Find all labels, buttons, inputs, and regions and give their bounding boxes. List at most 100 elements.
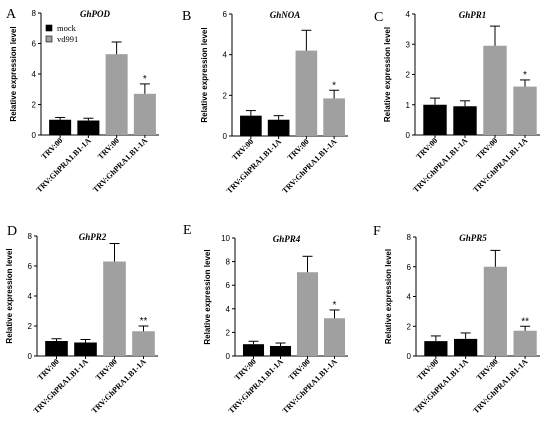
y-axis-label: Relative expression level: [203, 249, 212, 344]
panel-b: B GhNOA Relative expression level 0 2 4 6 TRV:0…: [182, 9, 348, 195]
category-label: TRV:GhPRA1.B1-1A: [411, 136, 469, 194]
significance-mark: **: [140, 316, 148, 327]
y-tick-label: 6: [28, 262, 33, 271]
y-tick-label: 4: [407, 293, 412, 302]
y-axis-label: Relative expression level: [383, 27, 392, 122]
panel-c: C GhPR1 Relative expression level 0 1 2 3 4 TRV:…: [374, 10, 540, 194]
y-tick-label: 8: [32, 9, 37, 18]
panel-d: D GhPR2 Relative expression level 0 2 4 6 8 TRV:…: [5, 224, 158, 415]
panel-f: F GhPR5 Relative expression level 0 2 4 6 8 TRV:…: [373, 224, 540, 415]
y-axis-label: Relative expression level: [200, 27, 209, 122]
category-label: TRV:00: [475, 357, 500, 382]
y-tick-label: 4: [32, 70, 37, 79]
y-axis-label: Relative expression level: [384, 249, 393, 344]
bar-mock: [49, 119, 72, 135]
bar-mock: [45, 341, 68, 356]
y-tick-label: 2: [223, 91, 228, 100]
y-tick-label: 4: [28, 292, 33, 301]
bar-mock: [269, 345, 292, 356]
gene-title: GhPOD: [80, 9, 111, 19]
bar-vd991: [323, 98, 345, 136]
bar-vd991: [483, 45, 507, 136]
category-label: TRV:00: [96, 136, 121, 161]
category-label: TRV:GhPRA1.B1-1A: [225, 137, 283, 195]
y-tick-label: 6: [223, 10, 228, 19]
bar-vd991: [133, 93, 156, 135]
category-label: TRV:00: [286, 137, 311, 162]
y-tick-label: 2: [407, 322, 412, 331]
category-label: TRV:GhPRA1.B1-1A: [34, 136, 92, 194]
category-label: TRV:GhPRA1.B1-1A: [471, 136, 529, 194]
y-tick-label: 4: [406, 10, 411, 19]
bar-mock: [423, 104, 447, 135]
y-tick-label: 0: [407, 352, 412, 361]
y-tick-label: 10: [221, 234, 230, 243]
bar-mock: [454, 338, 478, 356]
category-label: TRV:00: [39, 136, 64, 161]
bar-mock: [240, 115, 262, 136]
category-label: TRV:GhPRA1.B1-1A: [90, 357, 148, 415]
category-label: TRV:00: [230, 137, 255, 162]
y-tick-label: 6: [226, 281, 231, 290]
panel-e: E GhPR4 Relative expression level 0 2 4 6 8 10 TR…: [183, 223, 348, 415]
category-label: TRV:00: [36, 357, 61, 382]
category-label: TRV:GhPRA1.B1-1A: [412, 357, 470, 415]
y-tick-label: 3: [406, 40, 411, 49]
y-tick-label: 2: [406, 71, 411, 80]
y-tick-label: 6: [407, 263, 412, 272]
legend-swatch: [45, 24, 53, 32]
category-label: TRV:00: [233, 357, 258, 382]
y-tick-label: 0: [226, 352, 231, 361]
category-label: TRV:00: [474, 136, 499, 161]
significance-mark: *: [332, 80, 336, 91]
significance-mark: **: [521, 316, 529, 327]
gene-title: GhPR1: [459, 10, 487, 20]
category-label: TRV:GhPRA1.B1-1A: [471, 357, 529, 415]
category-label: TRV:00: [94, 357, 119, 382]
legend-label: mock: [57, 23, 77, 33]
category-label: TRV:GhPRA1.B1-1A: [281, 357, 339, 415]
panel-letter: C: [374, 10, 383, 25]
significance-mark: *: [333, 300, 337, 311]
y-tick-label: 4: [223, 51, 228, 60]
y-tick-label: 2: [32, 101, 37, 110]
panel-letter: D: [7, 224, 17, 239]
bar-mock: [74, 342, 97, 356]
category-label: TRV:GhPRA1.B1-1A: [32, 357, 90, 415]
y-tick-label: 8: [226, 258, 231, 267]
y-tick-label: 6: [32, 40, 37, 49]
category-label: TRV:GhPRA1.B1-1A: [91, 136, 149, 194]
gene-title: GhPR4: [273, 234, 301, 244]
y-tick-label: 0: [406, 131, 411, 140]
y-tick-label: 2: [226, 328, 231, 337]
bar-mock: [242, 344, 265, 356]
gene-title: GhNOA: [270, 10, 301, 20]
bar-vd991: [105, 54, 128, 135]
panel-letter: E: [183, 223, 192, 238]
y-tick-label: 8: [28, 232, 33, 241]
significance-mark: *: [143, 74, 147, 85]
significance-mark: *: [523, 70, 527, 81]
legend-label: vd991: [57, 34, 78, 44]
bar-vd991: [323, 318, 346, 356]
bar-mock: [77, 120, 100, 135]
y-tick-label: 0: [32, 131, 37, 140]
panel-a: A GhPOD Relative expression level 0 2 4 6 8 TRV:…: [6, 7, 159, 194]
bar-mock: [453, 106, 477, 135]
y-tick-label: 8: [407, 233, 412, 242]
gene-title: GhPR5: [459, 233, 487, 243]
bar-vd991: [295, 50, 318, 136]
bar-vd991: [296, 272, 319, 356]
y-tick-label: 4: [226, 305, 231, 314]
bar-vd991: [513, 330, 537, 356]
y-tick-label: 1: [406, 101, 411, 110]
bar-vd991: [483, 266, 507, 356]
category-label: TRV:00: [414, 136, 439, 161]
legend-swatch: [45, 35, 53, 43]
bar-vd991: [132, 331, 155, 356]
gene-title: GhPR2: [79, 232, 107, 242]
category-label: TRV:GhPRA1.B1-1A: [280, 137, 338, 195]
y-tick-label: 0: [223, 132, 228, 141]
